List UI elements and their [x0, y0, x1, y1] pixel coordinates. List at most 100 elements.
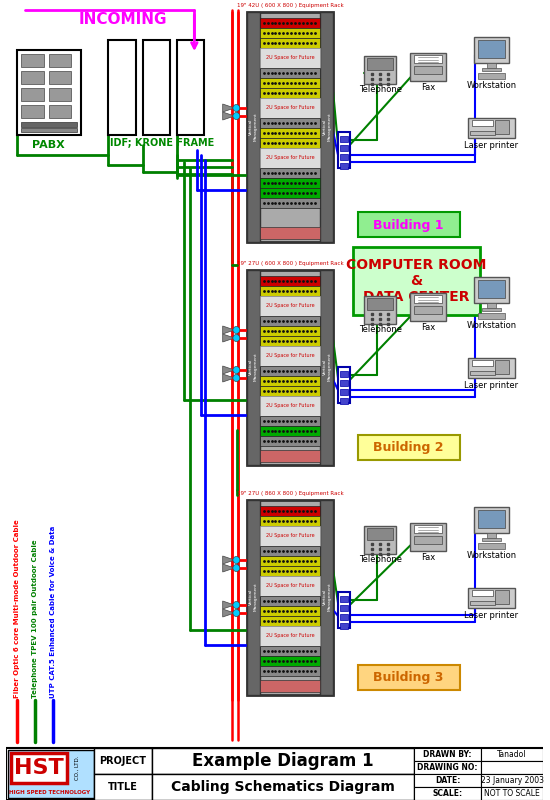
Text: DATE:: DATE:	[435, 776, 460, 785]
Bar	[260, 566, 321, 576]
Bar	[410, 523, 446, 551]
Bar	[260, 78, 321, 88]
Bar	[260, 506, 321, 516]
Bar	[340, 623, 348, 629]
Text: 2U Space for Future: 2U Space for Future	[266, 634, 315, 638]
Bar	[177, 40, 204, 135]
Bar	[94, 748, 152, 774]
Bar	[260, 346, 321, 366]
Text: 23 January 2003: 23 January 2003	[481, 776, 543, 785]
Ellipse shape	[233, 374, 240, 382]
Bar	[260, 38, 321, 48]
Bar	[340, 614, 348, 620]
Bar	[260, 616, 321, 626]
Bar	[340, 136, 348, 142]
Bar	[367, 298, 393, 310]
Bar	[410, 53, 446, 81]
Bar	[260, 128, 321, 138]
Bar	[478, 543, 505, 549]
Bar	[474, 37, 509, 63]
Bar	[482, 68, 501, 71]
Bar	[340, 154, 348, 160]
Bar	[358, 435, 460, 460]
Text: PABX: PABX	[32, 140, 65, 150]
Bar	[260, 88, 321, 98]
Bar	[260, 366, 321, 376]
Bar	[321, 12, 333, 242]
Bar	[340, 371, 348, 377]
Bar	[353, 247, 480, 315]
Bar	[152, 748, 414, 774]
Bar	[260, 276, 321, 286]
Bar	[472, 120, 493, 126]
Text: Telephone: Telephone	[359, 326, 402, 334]
Bar	[338, 592, 350, 628]
Bar	[470, 371, 496, 375]
Bar	[260, 436, 321, 446]
Text: Laser printer: Laser printer	[464, 141, 519, 150]
Text: Telephone: Telephone	[359, 86, 402, 94]
Bar	[260, 336, 321, 346]
Polygon shape	[223, 326, 234, 334]
Bar	[260, 18, 321, 28]
Bar	[340, 145, 348, 151]
Bar	[94, 774, 152, 800]
Text: HST: HST	[14, 758, 64, 778]
Bar	[260, 526, 321, 546]
Bar	[338, 367, 350, 403]
Bar	[414, 787, 481, 800]
Bar	[468, 118, 515, 138]
Bar	[482, 308, 501, 311]
Bar	[365, 526, 395, 554]
Bar	[260, 396, 321, 416]
Text: 2U Space for Future: 2U Space for Future	[266, 303, 315, 309]
Text: Vertical
Management: Vertical Management	[323, 582, 332, 611]
Bar	[260, 48, 321, 68]
Bar	[474, 507, 509, 533]
Bar	[414, 55, 442, 63]
Bar	[321, 270, 333, 465]
Bar	[367, 58, 393, 70]
Bar	[18, 50, 81, 135]
Bar	[414, 306, 442, 314]
Bar	[340, 380, 348, 386]
Bar	[481, 761, 543, 774]
Ellipse shape	[233, 113, 240, 119]
Text: Fiber Optic 6 core Multi-mode Outdoor Cable: Fiber Optic 6 core Multi-mode Outdoor Ca…	[14, 519, 20, 698]
Bar	[478, 73, 505, 79]
Text: DRAWN BY:: DRAWN BY:	[424, 750, 472, 759]
Bar	[365, 56, 395, 84]
Text: 2U Space for Future: 2U Space for Future	[266, 55, 315, 61]
Bar	[340, 605, 348, 611]
Bar	[260, 118, 321, 128]
Text: 2U Space for Future: 2U Space for Future	[266, 534, 315, 538]
Bar	[260, 198, 321, 208]
Bar	[414, 525, 442, 533]
Text: 2U Space for Future: 2U Space for Future	[266, 354, 315, 358]
Bar	[358, 212, 460, 237]
Bar	[260, 188, 321, 198]
Text: Building 3: Building 3	[373, 671, 444, 685]
Bar	[478, 313, 505, 319]
Text: CO., LTD.: CO., LTD.	[75, 756, 80, 780]
Bar	[472, 360, 493, 366]
Bar	[496, 360, 509, 374]
Bar	[468, 358, 515, 378]
Ellipse shape	[233, 610, 240, 617]
Bar	[260, 626, 321, 646]
Bar	[10, 753, 67, 783]
Polygon shape	[223, 104, 234, 112]
Bar	[260, 386, 321, 396]
Bar	[478, 40, 505, 58]
Ellipse shape	[233, 326, 240, 334]
Bar	[482, 538, 501, 541]
Text: 2U Space for Future: 2U Space for Future	[266, 403, 315, 409]
Text: Vertical
Management: Vertical Management	[249, 582, 257, 611]
Bar	[481, 748, 543, 761]
Bar	[260, 98, 321, 118]
Text: Fax: Fax	[421, 553, 435, 562]
Bar	[260, 296, 321, 316]
Ellipse shape	[233, 565, 240, 571]
Bar	[6, 748, 543, 800]
Bar	[358, 665, 460, 690]
